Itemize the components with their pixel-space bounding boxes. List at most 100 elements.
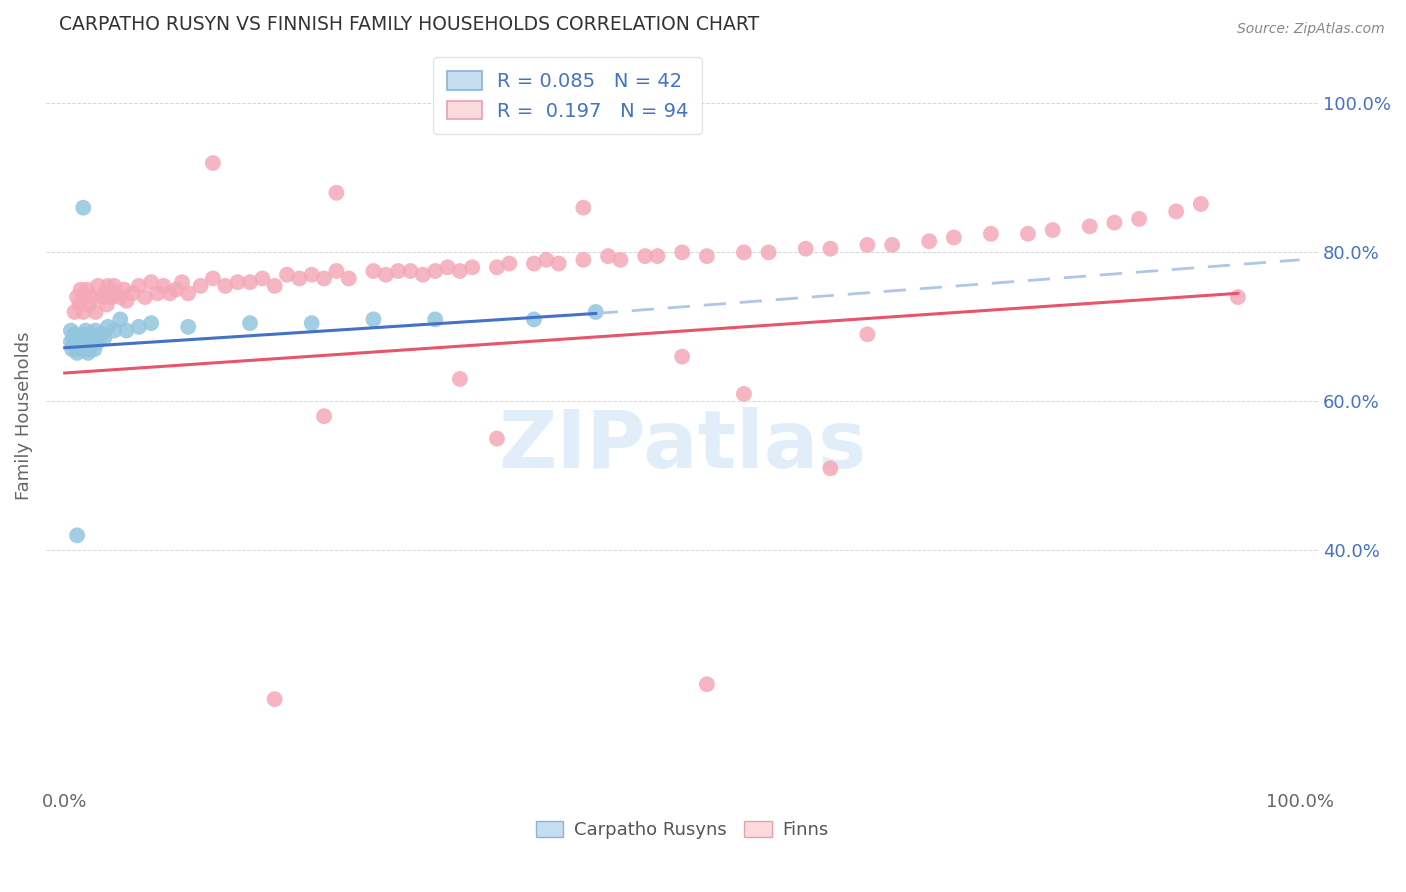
Point bbox=[105, 286, 128, 301]
Point bbox=[87, 334, 110, 349]
Point bbox=[312, 271, 335, 285]
Point bbox=[942, 230, 965, 244]
Point bbox=[1128, 211, 1150, 226]
Point bbox=[97, 319, 120, 334]
Point bbox=[76, 283, 98, 297]
Point bbox=[301, 316, 323, 330]
Point bbox=[399, 264, 422, 278]
Point bbox=[110, 290, 132, 304]
Point bbox=[152, 279, 174, 293]
Point bbox=[79, 297, 101, 311]
Point bbox=[312, 409, 335, 424]
Point bbox=[436, 260, 458, 275]
Point bbox=[634, 249, 657, 263]
Point bbox=[69, 297, 91, 311]
Point bbox=[449, 264, 471, 278]
Point bbox=[159, 286, 181, 301]
Point bbox=[485, 260, 508, 275]
Legend: Carpatho Rusyns, Finns: Carpatho Rusyns, Finns bbox=[529, 814, 835, 847]
Point bbox=[647, 249, 669, 263]
Point bbox=[87, 279, 110, 293]
Point bbox=[820, 242, 842, 256]
Point bbox=[93, 286, 115, 301]
Point bbox=[425, 264, 447, 278]
Point bbox=[387, 264, 409, 278]
Point bbox=[103, 324, 125, 338]
Point bbox=[671, 350, 693, 364]
Point bbox=[103, 279, 125, 293]
Point bbox=[63, 338, 86, 352]
Point bbox=[820, 461, 842, 475]
Point bbox=[201, 271, 224, 285]
Point bbox=[201, 156, 224, 170]
Point bbox=[449, 372, 471, 386]
Point bbox=[72, 201, 94, 215]
Point bbox=[72, 334, 94, 349]
Point bbox=[90, 327, 112, 342]
Point bbox=[73, 290, 96, 304]
Point bbox=[80, 334, 103, 349]
Point bbox=[165, 283, 187, 297]
Point bbox=[263, 692, 285, 706]
Point bbox=[918, 234, 941, 248]
Text: Source: ZipAtlas.com: Source: ZipAtlas.com bbox=[1237, 22, 1385, 37]
Point bbox=[276, 268, 298, 282]
Point bbox=[239, 275, 262, 289]
Point bbox=[733, 245, 755, 260]
Point bbox=[572, 201, 595, 215]
Point bbox=[77, 346, 100, 360]
Point bbox=[1104, 216, 1126, 230]
Point bbox=[121, 286, 143, 301]
Point bbox=[112, 283, 135, 297]
Point bbox=[1166, 204, 1188, 219]
Point bbox=[325, 186, 347, 200]
Point bbox=[79, 342, 101, 356]
Point bbox=[63, 305, 86, 319]
Point bbox=[696, 249, 718, 263]
Point bbox=[214, 279, 236, 293]
Point bbox=[110, 312, 132, 326]
Point bbox=[547, 256, 569, 270]
Point bbox=[73, 327, 96, 342]
Point bbox=[79, 327, 101, 342]
Point bbox=[1078, 219, 1101, 234]
Point bbox=[96, 297, 118, 311]
Point bbox=[66, 342, 89, 356]
Y-axis label: Family Households: Family Households bbox=[15, 332, 32, 500]
Point bbox=[461, 260, 484, 275]
Point bbox=[363, 312, 385, 326]
Point bbox=[170, 275, 193, 289]
Point bbox=[536, 252, 558, 267]
Point bbox=[90, 290, 112, 304]
Point bbox=[856, 238, 879, 252]
Point bbox=[62, 331, 84, 345]
Point bbox=[72, 305, 94, 319]
Point bbox=[141, 316, 163, 330]
Point bbox=[696, 677, 718, 691]
Point bbox=[177, 286, 200, 301]
Point bbox=[177, 319, 200, 334]
Point bbox=[93, 331, 115, 345]
Point bbox=[70, 342, 93, 356]
Point bbox=[66, 334, 89, 349]
Point bbox=[596, 249, 619, 263]
Point bbox=[69, 338, 91, 352]
Point bbox=[337, 271, 360, 285]
Point bbox=[63, 327, 86, 342]
Point bbox=[83, 342, 105, 356]
Point bbox=[252, 271, 274, 285]
Point bbox=[226, 275, 249, 289]
Point bbox=[60, 342, 83, 356]
Point bbox=[134, 290, 156, 304]
Point bbox=[128, 319, 150, 334]
Point bbox=[1017, 227, 1039, 241]
Point bbox=[128, 279, 150, 293]
Point bbox=[609, 252, 631, 267]
Point bbox=[485, 432, 508, 446]
Point bbox=[146, 286, 169, 301]
Point bbox=[69, 331, 91, 345]
Point bbox=[374, 268, 396, 282]
Point bbox=[59, 334, 82, 349]
Point bbox=[76, 334, 98, 349]
Point bbox=[69, 283, 91, 297]
